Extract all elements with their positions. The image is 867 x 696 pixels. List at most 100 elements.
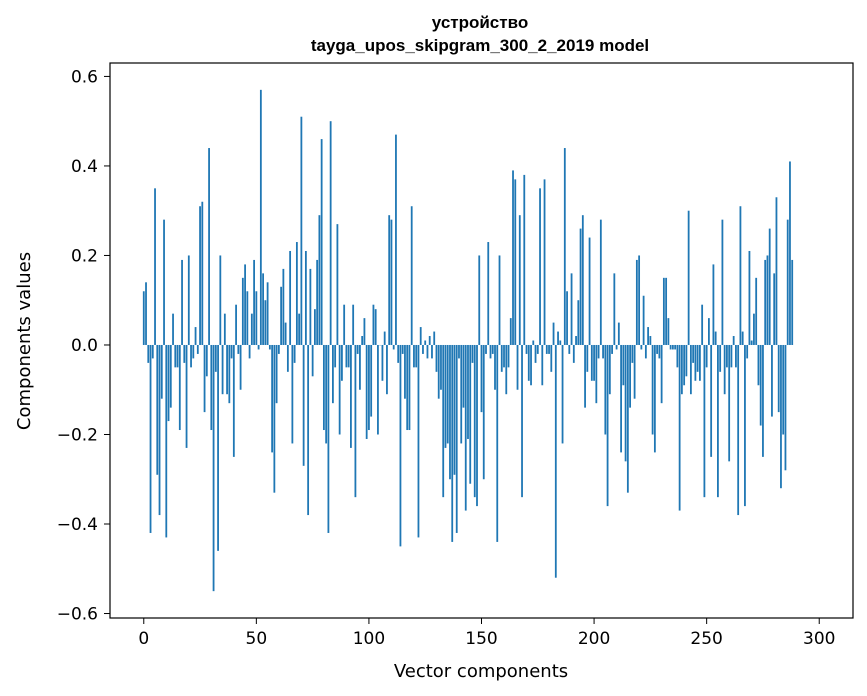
- bar-83: [329, 121, 332, 345]
- bar-242: [687, 210, 690, 345]
- bar-99: [365, 344, 368, 439]
- bar-170: [525, 344, 528, 354]
- bar-260: [728, 344, 731, 462]
- bar-127: [428, 336, 431, 345]
- bar-163: [509, 318, 512, 345]
- bar-286: [786, 219, 789, 345]
- bar-122: [417, 344, 420, 538]
- bar-43: [239, 344, 242, 390]
- bar-102: [372, 304, 375, 345]
- bar-265: [739, 206, 742, 345]
- bar-168: [521, 344, 523, 498]
- bar-28: [205, 344, 208, 377]
- bar-203: [599, 219, 602, 345]
- bar-97: [361, 336, 364, 345]
- bar-18: [183, 344, 186, 363]
- bar-273: [757, 344, 760, 386]
- bar-259: [726, 344, 728, 368]
- bar-165: [514, 179, 517, 345]
- bar-171: [527, 344, 530, 381]
- bar-148: [476, 344, 478, 507]
- bar-60: [277, 344, 280, 354]
- bar-162: [507, 344, 510, 368]
- bar-146: [471, 344, 474, 363]
- bar-275: [762, 344, 764, 457]
- x-tick-label: 150: [465, 629, 497, 649]
- bar-246: [696, 344, 699, 372]
- bar-63: [284, 322, 287, 345]
- bar-222: [642, 295, 645, 345]
- bar-262: [732, 336, 735, 345]
- bar-182: [552, 322, 555, 345]
- bar-257: [721, 219, 724, 345]
- bar-157: [496, 344, 499, 542]
- bar-36: [223, 313, 226, 345]
- bar-107: [383, 331, 386, 345]
- bar-142: [462, 344, 465, 408]
- bar-248: [701, 304, 704, 345]
- bar-205: [604, 344, 607, 435]
- bar-196: [584, 344, 586, 408]
- bar-78: [318, 215, 321, 345]
- bar-25: [199, 206, 201, 345]
- bar-241: [685, 344, 688, 377]
- bar-145: [469, 344, 472, 484]
- y-tick-label: −0.4: [57, 515, 98, 535]
- bar-252: [710, 344, 713, 457]
- bar-161: [505, 344, 508, 395]
- bar-8: [160, 344, 163, 399]
- bar-283: [780, 344, 782, 489]
- bar-39: [230, 344, 233, 359]
- x-tick-label: 300: [803, 629, 835, 649]
- bar-220: [638, 255, 641, 345]
- bar-82: [327, 344, 330, 533]
- bar-184: [557, 331, 559, 345]
- bar-91: [347, 344, 350, 368]
- bar-192: [575, 336, 577, 345]
- bar-231: [662, 277, 665, 345]
- y-axis-label: Components values: [14, 252, 35, 430]
- bar-1: [145, 282, 147, 345]
- bar-14: [174, 344, 177, 368]
- bar-11: [167, 344, 170, 422]
- bar-30: [210, 344, 213, 431]
- bar-81: [325, 344, 328, 444]
- bar-76: [313, 309, 316, 345]
- bar-73: [307, 344, 310, 516]
- bar-3: [149, 344, 152, 533]
- bar-29: [208, 148, 210, 345]
- bar-19: [185, 344, 188, 448]
- bar-217: [631, 344, 634, 363]
- bar-123: [419, 327, 422, 345]
- bar-45: [244, 264, 246, 345]
- bar-132: [440, 344, 442, 390]
- bar-151: [482, 344, 485, 480]
- bar-10: [165, 344, 168, 538]
- x-tick-label: 50: [246, 629, 268, 649]
- bar-72: [304, 250, 307, 345]
- bar-108: [386, 344, 388, 395]
- bar-125: [424, 340, 427, 345]
- bar-197: [586, 344, 589, 372]
- bar-138: [453, 344, 456, 475]
- bar-110: [390, 219, 393, 345]
- bar-225: [649, 336, 652, 345]
- bar-139: [455, 344, 458, 533]
- bar-285: [784, 344, 787, 471]
- bar-70: [300, 116, 303, 345]
- bar-213: [622, 344, 625, 386]
- bar-277: [766, 255, 769, 345]
- bar-100: [368, 344, 370, 431]
- bar-21: [190, 344, 192, 368]
- bar-52: [259, 89, 262, 345]
- bar-124: [422, 344, 424, 354]
- bar-64: [286, 344, 289, 372]
- bar-234: [669, 344, 672, 350]
- bar-143: [464, 344, 467, 511]
- y-tick-label: −0.6: [57, 605, 98, 625]
- bar-189: [568, 344, 571, 354]
- bar-267: [744, 344, 746, 507]
- bar-280: [773, 273, 776, 345]
- bar-261: [730, 344, 733, 368]
- bar-7: [158, 344, 161, 516]
